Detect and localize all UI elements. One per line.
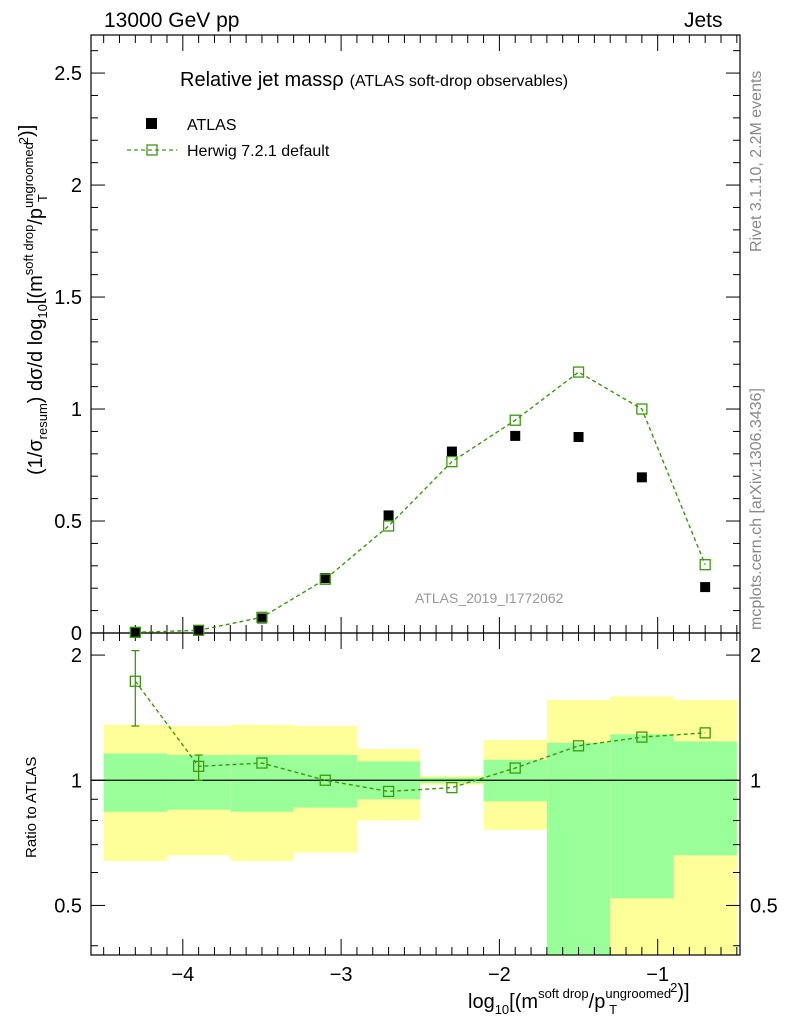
atlas-point — [636, 472, 647, 483]
herwig-point — [382, 520, 395, 532]
main-y-tick-label: 1.5 — [54, 287, 82, 309]
ratio-y-tick-label-right: 2 — [750, 645, 761, 667]
x-tick-label: −3 — [330, 964, 353, 986]
main-y-tick-label: 0 — [71, 623, 82, 645]
atlas-point — [320, 573, 331, 584]
herwig-point — [256, 611, 268, 623]
ratio-series — [129, 649, 711, 798]
legend-data-marker — [146, 118, 157, 129]
atlas-point — [383, 510, 394, 521]
title-sub: (ATLAS soft-drop observables) — [350, 73, 568, 90]
atlas-point — [130, 626, 141, 637]
band-inner-bin — [546, 742, 611, 955]
band-inner-bin — [610, 734, 674, 899]
ratio-point — [192, 760, 205, 773]
ratio-point — [382, 785, 395, 798]
main-y-tick-label: 2 — [71, 175, 82, 197]
main-y-tick-label: 2.5 — [54, 63, 82, 85]
ratio-point — [509, 762, 521, 774]
ratio-point — [699, 727, 711, 739]
header-left: 13000 GeV pp — [104, 9, 240, 32]
main-title: Relative jet massρ (ATLAS soft-drop obser… — [180, 69, 568, 91]
main-y-tick-label: 1 — [71, 399, 82, 421]
ratio-line — [134, 680, 706, 793]
legend-mc-label: Herwig 7.2.1 default — [187, 143, 330, 160]
mcplots-label: mcplots.cern.ch [arXiv:1306.3436] — [748, 388, 765, 630]
ratio-y-tick-label-left: 2 — [71, 645, 82, 667]
ratio-y-tick-label-left: 0.5 — [54, 895, 82, 917]
ratio-bands — [91, 696, 740, 955]
herwig-point — [572, 366, 585, 378]
legend-mc-marker — [146, 144, 158, 156]
ratio-point — [129, 675, 141, 687]
header-right: Jets — [684, 9, 723, 32]
y-axis-title-main: (1/σresum) dσ/d log10[(msoft drop/pungro… — [16, 125, 50, 475]
herwig-point — [319, 573, 331, 585]
x-axis-title: log10[(msoft drop/pungroomed T2)] — [468, 980, 690, 1017]
ratio-point — [256, 757, 268, 769]
axis-ticks — [91, 35, 740, 955]
atlas-point — [193, 625, 204, 636]
x-tick-label: −2 — [488, 964, 511, 986]
atlas-point — [700, 582, 711, 593]
band-inner-bin — [293, 755, 357, 808]
analysis-watermark: ATLAS_2019_I1772062 — [415, 590, 564, 606]
herwig-point — [129, 626, 141, 638]
ratio-point — [446, 781, 458, 794]
band-inner-bin — [103, 753, 167, 812]
herwig-line — [135, 371, 706, 634]
axis-tick-labels: 0 0.5 1 1.5 2 2.5 0.5 0.5 1 1 2 2 −4 −3 −2 −1 — [54, 63, 778, 986]
ratio-point — [319, 774, 331, 786]
herwig-point — [509, 414, 521, 426]
ratio-point — [572, 740, 585, 752]
herwig-point — [192, 624, 205, 636]
x-tick-label: −4 — [171, 964, 194, 986]
herwig-point — [446, 456, 458, 468]
x-tick-label: −1 — [646, 964, 669, 986]
title-main: Relative jet massρ — [180, 69, 344, 91]
band-inner-bin — [673, 741, 737, 856]
atlas-point — [446, 446, 457, 457]
herwig-point — [636, 403, 648, 415]
rivet-version-label: Rivet 3.1.10, 2.2M events — [748, 70, 765, 252]
ratio-point — [636, 731, 648, 743]
herwig-point — [699, 559, 711, 571]
main-y-tick-label: 0.5 — [54, 511, 82, 533]
ratio-y-tick-label-left: 1 — [71, 770, 82, 792]
y-axis-title-ratio: Ratio to ATLAS — [23, 757, 40, 858]
ratio-y-tick-label-right: 0.5 — [750, 895, 778, 917]
atlas-point — [256, 613, 267, 624]
legend-data-label: ATLAS — [187, 117, 237, 134]
main-series — [129, 366, 711, 638]
atlas-point — [510, 430, 521, 441]
ratio-panel-frame — [90, 632, 741, 956]
ratio-y-tick-label-right: 1 — [750, 770, 761, 792]
atlas-point — [573, 432, 584, 443]
